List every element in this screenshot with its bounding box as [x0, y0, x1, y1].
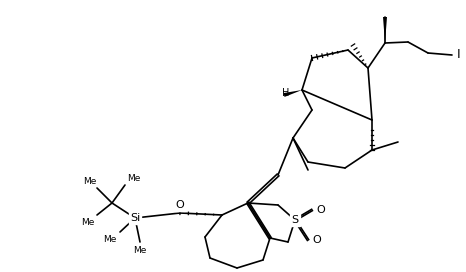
Text: Me: Me	[133, 246, 147, 255]
Polygon shape	[283, 90, 302, 97]
Text: H: H	[282, 88, 290, 98]
Text: Me: Me	[83, 177, 97, 186]
Text: Si: Si	[130, 213, 140, 223]
Text: O: O	[312, 235, 321, 245]
Text: Me: Me	[103, 235, 117, 244]
Text: S: S	[291, 215, 299, 225]
Text: Me: Me	[127, 174, 140, 183]
Text: O: O	[316, 205, 325, 215]
Text: Me: Me	[82, 218, 95, 227]
Polygon shape	[383, 17, 387, 43]
Text: I: I	[457, 48, 460, 61]
Text: O: O	[176, 200, 185, 210]
